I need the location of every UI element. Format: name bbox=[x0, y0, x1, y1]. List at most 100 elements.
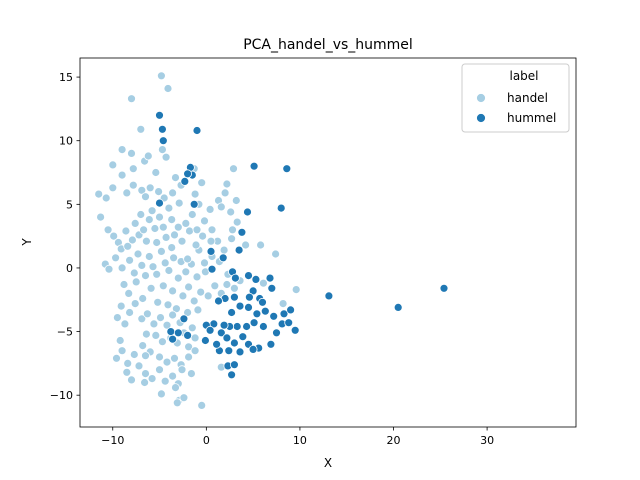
point-handel-150 bbox=[140, 378, 150, 387]
point-hummel-25 bbox=[230, 273, 240, 283]
point-handel-141 bbox=[134, 361, 144, 371]
point-handel-48 bbox=[158, 222, 168, 232]
point-hummel-69 bbox=[229, 360, 239, 370]
point-handel-91 bbox=[168, 286, 178, 296]
point-handel-138 bbox=[112, 353, 121, 363]
x-axis-label: X bbox=[324, 456, 332, 470]
point-handel-47 bbox=[155, 212, 164, 222]
point-hummel-71 bbox=[212, 339, 222, 349]
point-handel-68 bbox=[144, 252, 154, 261]
point-handel-56 bbox=[185, 226, 194, 236]
point-handel-42 bbox=[141, 236, 151, 246]
point-handel-159 bbox=[205, 204, 215, 214]
point-hummel-37 bbox=[227, 308, 237, 317]
point-handel-70 bbox=[152, 269, 162, 279]
point-hummel-13 bbox=[173, 328, 183, 338]
point-handel-59 bbox=[198, 231, 208, 241]
point-handel-41 bbox=[139, 225, 149, 235]
point-hummel-57 bbox=[216, 328, 226, 338]
point-handel-100 bbox=[222, 280, 232, 289]
point-handel-132 bbox=[155, 352, 164, 362]
chart-title: PCA_handel_vs_hummel bbox=[243, 37, 413, 53]
point-handel-67 bbox=[141, 271, 150, 281]
point-hummel-74 bbox=[324, 291, 334, 301]
point-handel-5 bbox=[117, 145, 127, 155]
point-handel-73 bbox=[164, 266, 174, 275]
point-handel-134 bbox=[170, 353, 179, 363]
point-handel-127 bbox=[117, 346, 127, 356]
point-handel-0 bbox=[156, 71, 166, 81]
point-handel-4 bbox=[108, 160, 118, 170]
legend-title: label bbox=[509, 69, 538, 83]
point-handel-22 bbox=[141, 192, 150, 202]
point-handel-26 bbox=[168, 188, 178, 198]
point-handel-173 bbox=[241, 240, 251, 250]
point-hummel-32 bbox=[258, 297, 267, 307]
point-hummel-19 bbox=[237, 227, 247, 237]
point-handel-84 bbox=[124, 288, 134, 298]
point-handel-116 bbox=[113, 313, 122, 323]
point-hummel-28 bbox=[265, 273, 275, 283]
point-handel-1 bbox=[163, 84, 173, 93]
point-handel-145 bbox=[160, 376, 170, 386]
point-handel-75 bbox=[173, 273, 183, 283]
point-hummel-66 bbox=[224, 346, 234, 356]
legend-label-hummel: hummel bbox=[507, 111, 556, 125]
point-handel-52 bbox=[170, 230, 179, 240]
point-hummel-52 bbox=[232, 322, 242, 331]
point-hummel-39 bbox=[244, 302, 253, 312]
x-tick-label: 20 bbox=[387, 434, 401, 447]
point-handel-6 bbox=[127, 148, 136, 158]
y-tick-label: 15 bbox=[59, 71, 73, 84]
plot-area-frame bbox=[79, 57, 577, 428]
point-handel-40 bbox=[136, 210, 146, 219]
point-handel-77 bbox=[181, 267, 191, 277]
point-hummel-8 bbox=[155, 198, 164, 208]
point-handel-175 bbox=[231, 196, 241, 205]
point-handel-129 bbox=[129, 350, 139, 359]
point-hummel-17 bbox=[276, 203, 286, 213]
point-handel-176 bbox=[228, 225, 237, 235]
point-handel-149 bbox=[186, 369, 196, 379]
point-handel-105 bbox=[130, 299, 140, 309]
point-handel-36 bbox=[123, 241, 133, 251]
point-hummel-40 bbox=[252, 309, 262, 319]
y-tick-label: 10 bbox=[59, 135, 73, 148]
point-handel-181 bbox=[271, 249, 281, 259]
point-handel-106 bbox=[137, 314, 147, 324]
point-hummel-44 bbox=[286, 305, 296, 315]
point-hummel-34 bbox=[229, 292, 239, 302]
point-handel-114 bbox=[187, 323, 197, 333]
point-handel-170 bbox=[207, 225, 217, 235]
point-handel-96 bbox=[196, 287, 206, 297]
point-handel-8 bbox=[143, 151, 153, 161]
point-handel-180 bbox=[291, 285, 301, 295]
point-handel-37 bbox=[127, 235, 137, 245]
point-handel-151 bbox=[156, 389, 166, 399]
point-hummel-33 bbox=[244, 292, 254, 302]
point-handel-167 bbox=[222, 179, 232, 189]
point-hummel-21 bbox=[206, 246, 216, 256]
point-handel-165 bbox=[197, 178, 207, 188]
point-hummel-63 bbox=[248, 344, 258, 354]
data-points bbox=[94, 71, 449, 410]
point-handel-3 bbox=[136, 124, 146, 134]
y-tick-label: −5 bbox=[57, 326, 73, 339]
point-handel-51 bbox=[167, 215, 177, 225]
point-handel-188 bbox=[206, 236, 216, 246]
point-hummel-59 bbox=[229, 338, 239, 348]
point-hummel-70 bbox=[227, 370, 237, 380]
point-handel-21 bbox=[137, 185, 147, 195]
point-handel-182 bbox=[278, 299, 288, 309]
point-handel-162 bbox=[226, 207, 236, 217]
point-handel-174 bbox=[256, 240, 266, 250]
point-handel-15 bbox=[117, 170, 127, 180]
point-handel-13 bbox=[151, 168, 161, 177]
point-handel-119 bbox=[151, 330, 161, 340]
point-handel-10 bbox=[161, 152, 171, 162]
point-handel-20 bbox=[128, 180, 138, 190]
point-handel-19 bbox=[122, 188, 132, 198]
point-handel-144 bbox=[155, 365, 164, 375]
point-handel-14 bbox=[128, 164, 138, 174]
